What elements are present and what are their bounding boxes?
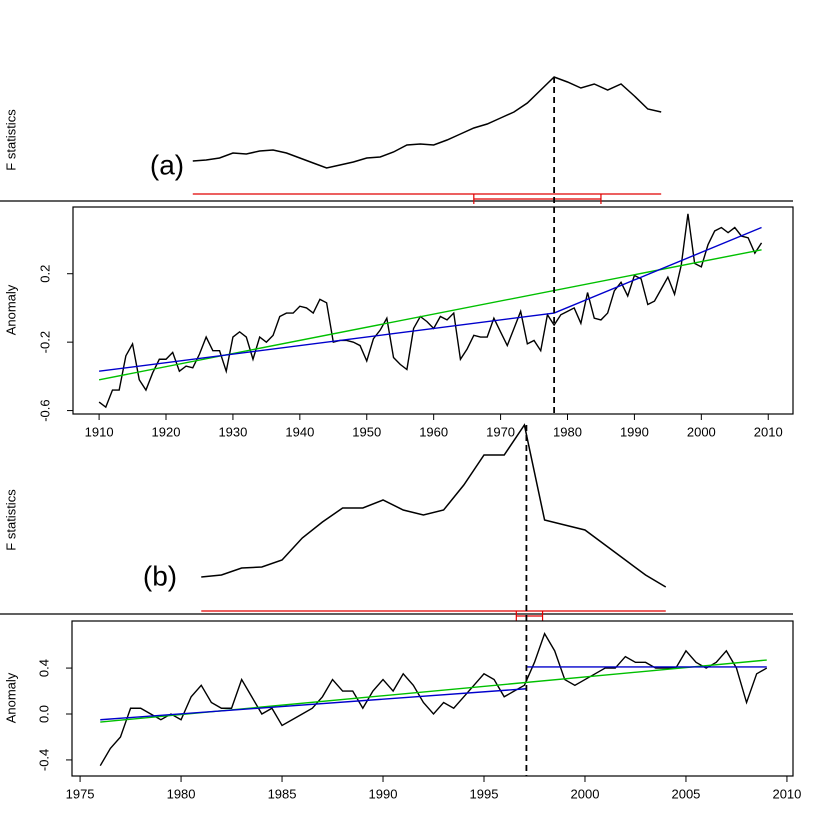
break-ci: [515, 611, 544, 621]
x-tick-label: 1960: [419, 424, 448, 439]
y-axis-label: Anomaly: [3, 672, 18, 723]
x-tick-label: 2005: [671, 786, 700, 801]
x-tick-label: 1990: [369, 786, 398, 801]
x-tick-label: 1980: [167, 786, 196, 801]
panel-label: (a): [150, 149, 184, 180]
x-tick-label: 1970: [486, 424, 515, 439]
x-tick-label: 2010: [754, 424, 783, 439]
x-tick-label: 2010: [772, 786, 801, 801]
f-axis-label: F statistics: [3, 489, 18, 551]
x-tick-label: 2000: [571, 786, 600, 801]
f-statistic-line: [192, 76, 662, 169]
trend-line: [100, 666, 767, 721]
x-tick-label: 1995: [470, 786, 499, 801]
y-tick-label: 0.4: [36, 659, 51, 677]
plot-frame: [72, 206, 794, 415]
y-tick-label: -0.6: [37, 399, 52, 421]
break-ci: [473, 194, 602, 204]
x-tick-label: 2000: [687, 424, 716, 439]
y-tick-label: -0.4: [36, 749, 51, 771]
x-tick-label: 1950: [352, 424, 381, 439]
x-tick-label: 1920: [152, 424, 181, 439]
y-tick-label: 0.2: [37, 265, 52, 283]
x-tick-label: 1975: [66, 786, 95, 801]
x-tick-label: 1940: [285, 424, 314, 439]
x-tick-label: 1980: [553, 424, 582, 439]
plot-frame: [71, 620, 794, 777]
x-tick-label: 1910: [85, 424, 114, 439]
panel-label: (b): [143, 560, 177, 591]
f-statistic-line: [201, 423, 667, 588]
x-tick-label: 1990: [620, 424, 649, 439]
y-axis-label: Anomaly: [3, 284, 18, 335]
trend-line: [98, 249, 762, 381]
trend-line: [99, 226, 762, 372]
anomaly-line: [98, 213, 763, 409]
anomaly-line: [99, 631, 768, 767]
x-tick-label: 1985: [268, 786, 297, 801]
x-tick-label: 1930: [218, 424, 247, 439]
y-tick-label: -0.2: [37, 331, 52, 353]
f-axis-label: F statistics: [3, 109, 18, 171]
y-tick-label: 0.0: [36, 705, 51, 723]
